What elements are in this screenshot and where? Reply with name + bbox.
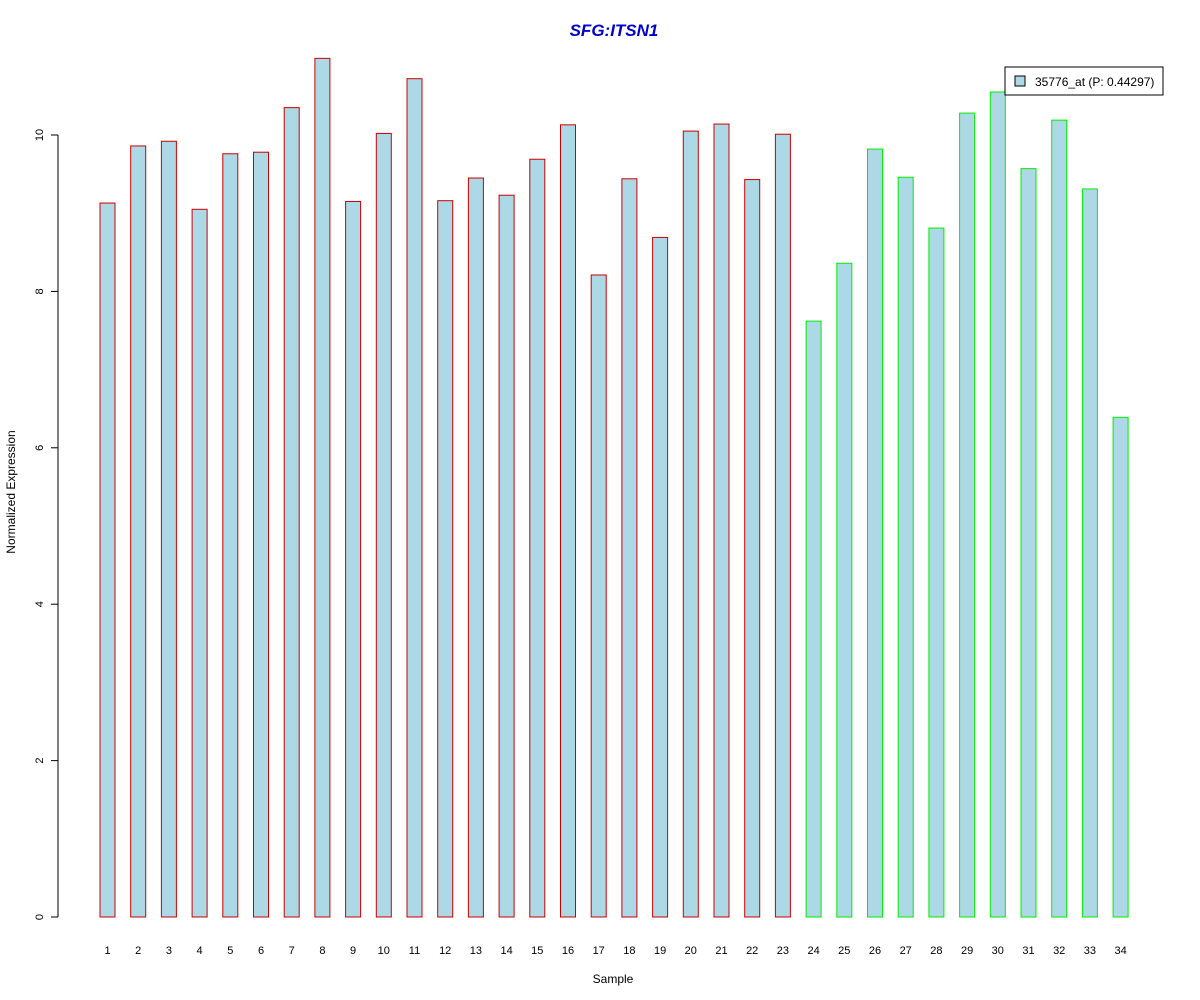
bar-sample-30: [989, 91, 1006, 918]
bar-sample-18: [621, 178, 638, 918]
bar-sample-21: [713, 123, 730, 918]
y-axis-title: Normalized Expression: [4, 430, 18, 553]
y-tick-label: 4: [34, 601, 46, 607]
bar-sample-29: [959, 112, 976, 918]
bars-group: [99, 57, 1129, 918]
bar-sample-9: [345, 200, 362, 918]
bar-sample-26: [867, 148, 883, 918]
bar-sample-14: [498, 194, 515, 918]
legend-box: [1004, 66, 1164, 96]
y-tick-label: 6: [34, 445, 46, 451]
x-tick-label: 34: [1114, 945, 1126, 957]
bar-sample-4: [191, 208, 208, 918]
bar-sample-2: [130, 145, 147, 918]
x-tick-label: 31: [1022, 945, 1034, 957]
x-tick-label: 2: [135, 945, 141, 957]
bar-sample-19: [652, 236, 669, 918]
bar-sample-11: [406, 78, 423, 918]
x-tick-label: 13: [470, 945, 482, 957]
x-tick-label: 8: [319, 945, 325, 957]
bar-sample-23: [774, 133, 791, 918]
x-tick-label: 28: [930, 945, 942, 957]
x-tick-label: 33: [1084, 945, 1096, 957]
x-tick-label: 3: [166, 945, 172, 957]
bar-sample-27: [897, 176, 914, 918]
chart-title: SFG:ITSN1: [570, 21, 659, 40]
bar-sample-24: [805, 320, 822, 918]
x-tick-label: 24: [807, 945, 819, 957]
bar-sample-15: [529, 158, 546, 918]
x-tick-label: 11: [409, 945, 420, 957]
bar-sample-8: [314, 57, 331, 918]
x-tick-label: 14: [500, 945, 512, 957]
x-tick-label: 4: [197, 945, 203, 957]
bar-sample-12: [437, 200, 454, 918]
x-tick-label: 22: [746, 945, 758, 957]
x-tick-label: 26: [869, 945, 881, 957]
x-tick-label: 23: [777, 945, 789, 957]
x-tick-label: 29: [961, 945, 973, 957]
x-tick-label: 20: [685, 945, 697, 957]
bar-sample-31: [1020, 168, 1037, 918]
bar-sample-17: [590, 274, 607, 918]
bar-sample-10: [375, 132, 392, 918]
x-tick-label: 6: [258, 945, 264, 957]
x-tick-label: 15: [531, 945, 543, 957]
bar-sample-22: [744, 179, 761, 918]
bar-sample-25: [836, 262, 853, 918]
legend-label: 35776_at (P: 0.44297): [1035, 75, 1154, 89]
x-tick-label: 16: [562, 945, 574, 957]
y-tick-label: 8: [34, 288, 46, 294]
x-tick-label: 18: [623, 945, 635, 957]
x-tick-label: 27: [900, 945, 912, 957]
legend-swatch: [1014, 75, 1026, 87]
bar-sample-16: [560, 124, 576, 918]
x-tick-label: 10: [378, 945, 390, 957]
bar-sample-6: [253, 151, 269, 918]
x-tick-label: 30: [992, 945, 1004, 957]
y-tick-label: 0: [34, 914, 46, 920]
bar-sample-5: [222, 153, 239, 918]
x-tick-label: 9: [350, 945, 356, 957]
bar-sample-13: [467, 177, 484, 918]
bar-sample-28: [928, 227, 945, 918]
x-tick-label: 12: [439, 945, 451, 957]
bar-sample-1: [99, 202, 116, 918]
x-axis-title: Sample: [593, 972, 634, 986]
x-tick-label: 17: [593, 945, 605, 957]
x-tick-labels: 1 2 3 4 5 6 7 8 9 10 11 12 13 14 15 16 17 18 19 20 21 22 23 24 2…: [104, 945, 1126, 957]
x-tick-label: 1: [104, 945, 110, 957]
x-tick-label: 5: [227, 945, 233, 957]
x-tick-label: 32: [1053, 945, 1065, 957]
bar-sample-33: [1081, 188, 1098, 918]
y-tick-label: 2: [34, 758, 46, 764]
bar-sample-34: [1112, 416, 1129, 918]
bar-sample-7: [283, 107, 300, 918]
bar-sample-3: [160, 140, 177, 918]
y-tick-label: 10: [34, 129, 46, 141]
x-tick-label: 7: [289, 945, 295, 957]
x-tick-label: 25: [838, 945, 850, 957]
bar-sample-32: [1051, 119, 1068, 918]
y-axis: 0 2 4 6 8 10: [34, 129, 59, 920]
bar-sample-20: [682, 130, 699, 918]
x-tick-label: 21: [715, 945, 727, 957]
x-tick-label: 19: [654, 945, 666, 957]
legend: 35776_at (P: 0.44297): [1004, 66, 1164, 96]
